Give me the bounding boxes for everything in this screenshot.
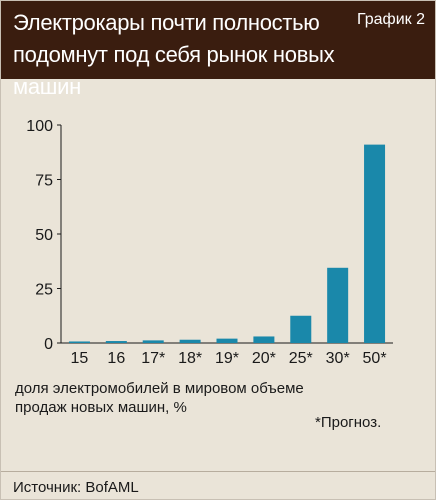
x-tick-label: 19* <box>215 350 239 367</box>
chart-number-badge: График 2 <box>356 11 425 28</box>
chart-title: Электрокары почти полностью подомнут под… <box>13 10 335 99</box>
y-tick-label: 75 <box>35 173 53 190</box>
x-axis-label: доля электромобилей в мировом объеме про… <box>15 380 304 416</box>
bar <box>179 339 201 343</box>
bar <box>327 267 349 343</box>
x-tick-label: 30* <box>326 350 350 367</box>
chart-header: Электрокары почти полностью подомнут под… <box>1 1 435 99</box>
y-tick-label: 0 <box>44 336 53 353</box>
y-tick-label: 100 <box>26 118 53 135</box>
y-tick-label: 25 <box>35 282 53 299</box>
x-tick-label: 50* <box>363 350 387 367</box>
bar <box>364 144 386 343</box>
x-tick-label: 20* <box>252 350 276 367</box>
forecast-footnote: *Прогноз. <box>315 414 382 431</box>
bar <box>216 338 238 343</box>
source-text: Источник: BofAML <box>13 479 139 496</box>
bar-chart: 0 25 50 75 100 15 16 17* 18* 19* 20* 25* 30* 50* <box>26 118 393 367</box>
source-bar: Источник: BofAML <box>1 471 435 496</box>
bar <box>253 336 275 343</box>
x-tick-label: 25* <box>289 350 313 367</box>
bar <box>68 341 90 343</box>
x-tick-label: 15 <box>71 350 89 367</box>
bar <box>290 315 312 343</box>
bar <box>142 340 164 343</box>
x-tick-label: 18* <box>178 350 202 367</box>
y-tick-label: 50 <box>35 227 53 244</box>
x-tick-label: 16 <box>107 350 125 367</box>
x-tick-label: 17* <box>141 350 165 367</box>
bar <box>105 341 127 343</box>
